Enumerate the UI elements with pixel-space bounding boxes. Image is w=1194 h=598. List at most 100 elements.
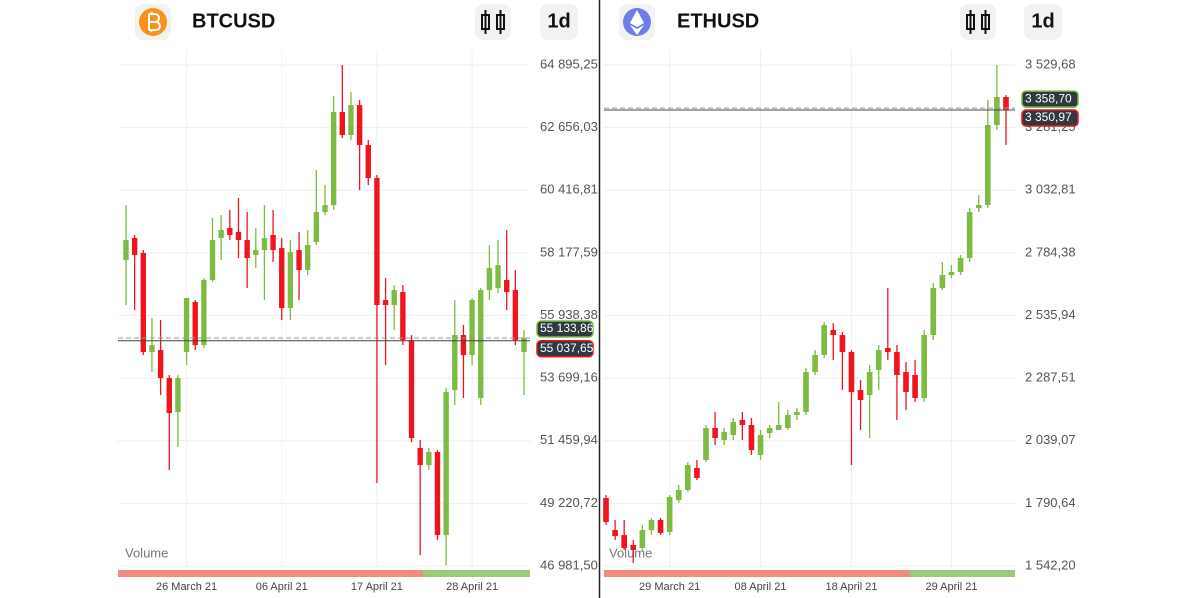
y-tick-label: 55 938,38: [540, 307, 598, 322]
candle-body: [365, 145, 371, 179]
candle-body: [374, 178, 380, 306]
y-tick-label: 62 656,03: [540, 119, 598, 134]
candle-body: [408, 340, 415, 439]
candle-body: [821, 325, 827, 356]
y-tick-label: 3 032,81: [1025, 182, 1076, 197]
candle-body: [460, 335, 467, 356]
price-tag-label: 55 133,86: [540, 321, 594, 335]
y-tick-label: 3 529,68: [1025, 56, 1076, 71]
candle-body: [830, 330, 837, 335]
candle-body: [648, 519, 655, 531]
candle-body: [985, 125, 991, 205]
y-tick-label: 51 459,94: [540, 432, 598, 447]
y-tick-label: 2 287,51: [1025, 370, 1076, 385]
candle-body: [748, 425, 755, 450]
candle-body: [478, 290, 484, 399]
candle-body: [469, 300, 475, 356]
candle-body: [939, 275, 946, 289]
candle-body: [244, 240, 250, 259]
candle-body: [400, 292, 406, 341]
candle-body: [253, 250, 259, 256]
btc-glyph: [148, 12, 161, 32]
interval-button[interactable]: [540, 4, 578, 40]
candle-body: [730, 422, 737, 435]
candle-body: [794, 412, 800, 416]
candle-body: [894, 352, 900, 376]
candle-body: [183, 298, 190, 353]
candle-body: [486, 268, 493, 291]
candle-body: [512, 290, 519, 341]
candle-body: [766, 428, 773, 434]
chart-type-button[interactable]: [475, 4, 511, 40]
candle-body: [1003, 97, 1009, 111]
y-tick-label: 53 699,16: [540, 370, 598, 385]
candle-icon: [481, 10, 505, 34]
price-tag: [536, 320, 594, 338]
volume-bar: [423, 570, 530, 577]
y-tick-label: 1 790,64: [1025, 495, 1076, 510]
candle-body: [685, 465, 691, 490]
candle-body: [921, 334, 927, 399]
candle-body: [639, 530, 646, 549]
candle-body: [209, 240, 216, 281]
x-tick-label: 17 April 21: [351, 581, 403, 593]
y-tick-label: 60 416,81: [540, 182, 598, 197]
candle-body: [948, 272, 955, 276]
y-tick-label: 58 177,59: [540, 244, 598, 259]
y-tick-label: 49 220,72: [540, 495, 598, 510]
candle-body: [348, 105, 354, 136]
candle-body: [452, 335, 458, 391]
eth-glyph: [630, 25, 644, 35]
y-tick-label: 46 981,50: [540, 557, 598, 572]
x-tick-label: 29 April 21: [925, 581, 977, 593]
interval-button[interactable]: [1024, 4, 1062, 40]
candle-body: [356, 105, 363, 146]
x-tick-label: 06 April 21: [256, 581, 308, 593]
candle-body: [757, 434, 764, 456]
chart-type-button[interactable]: [960, 4, 996, 40]
y-tick-label: 1 542,20: [1025, 557, 1076, 572]
interval-label: 1d: [547, 10, 570, 32]
candle-body: [131, 238, 138, 256]
price-tag-label: 55 037,65: [540, 341, 594, 355]
candle-body: [391, 290, 397, 306]
candle-body: [287, 252, 294, 309]
candle-body: [785, 415, 791, 429]
candle-body: [123, 240, 129, 261]
candle-body: [857, 389, 864, 401]
volume-bar: [118, 570, 423, 577]
candle-body: [175, 378, 181, 413]
candle-body: [966, 212, 973, 259]
candle-body: [994, 97, 1000, 126]
candle-body: [666, 497, 673, 532]
candle-body: [875, 350, 882, 371]
candle-body: [839, 334, 846, 353]
candle-body: [434, 452, 441, 536]
eth-glyph: [630, 10, 644, 27]
candle-body: [675, 489, 682, 501]
price-tag-label: 3 358,70: [1025, 91, 1072, 105]
candle-body: [694, 468, 700, 478]
candle-body: [192, 302, 198, 346]
volume-label: Volume: [609, 545, 652, 560]
candle-body: [866, 372, 873, 396]
price-tag: [1021, 90, 1079, 108]
candle-body: [261, 238, 268, 251]
candle-body: [270, 235, 276, 251]
x-tick-label: 29 March 21: [639, 581, 700, 593]
x-tick-label: 26 March 21: [156, 581, 217, 593]
candle-body: [305, 245, 311, 271]
candle-icon: [966, 10, 990, 34]
volume-bar: [604, 570, 910, 577]
candle-body: [975, 204, 982, 208]
price-tag: [1021, 109, 1079, 127]
candle-body: [218, 230, 224, 239]
candle-body: [630, 545, 637, 550]
candle-body: [703, 428, 709, 461]
candle-body: [339, 112, 345, 136]
candle-body: [235, 232, 242, 241]
candle-body: [775, 425, 782, 431]
candle-body: [903, 372, 909, 393]
candle-body: [322, 205, 328, 213]
candle-body: [330, 112, 337, 206]
